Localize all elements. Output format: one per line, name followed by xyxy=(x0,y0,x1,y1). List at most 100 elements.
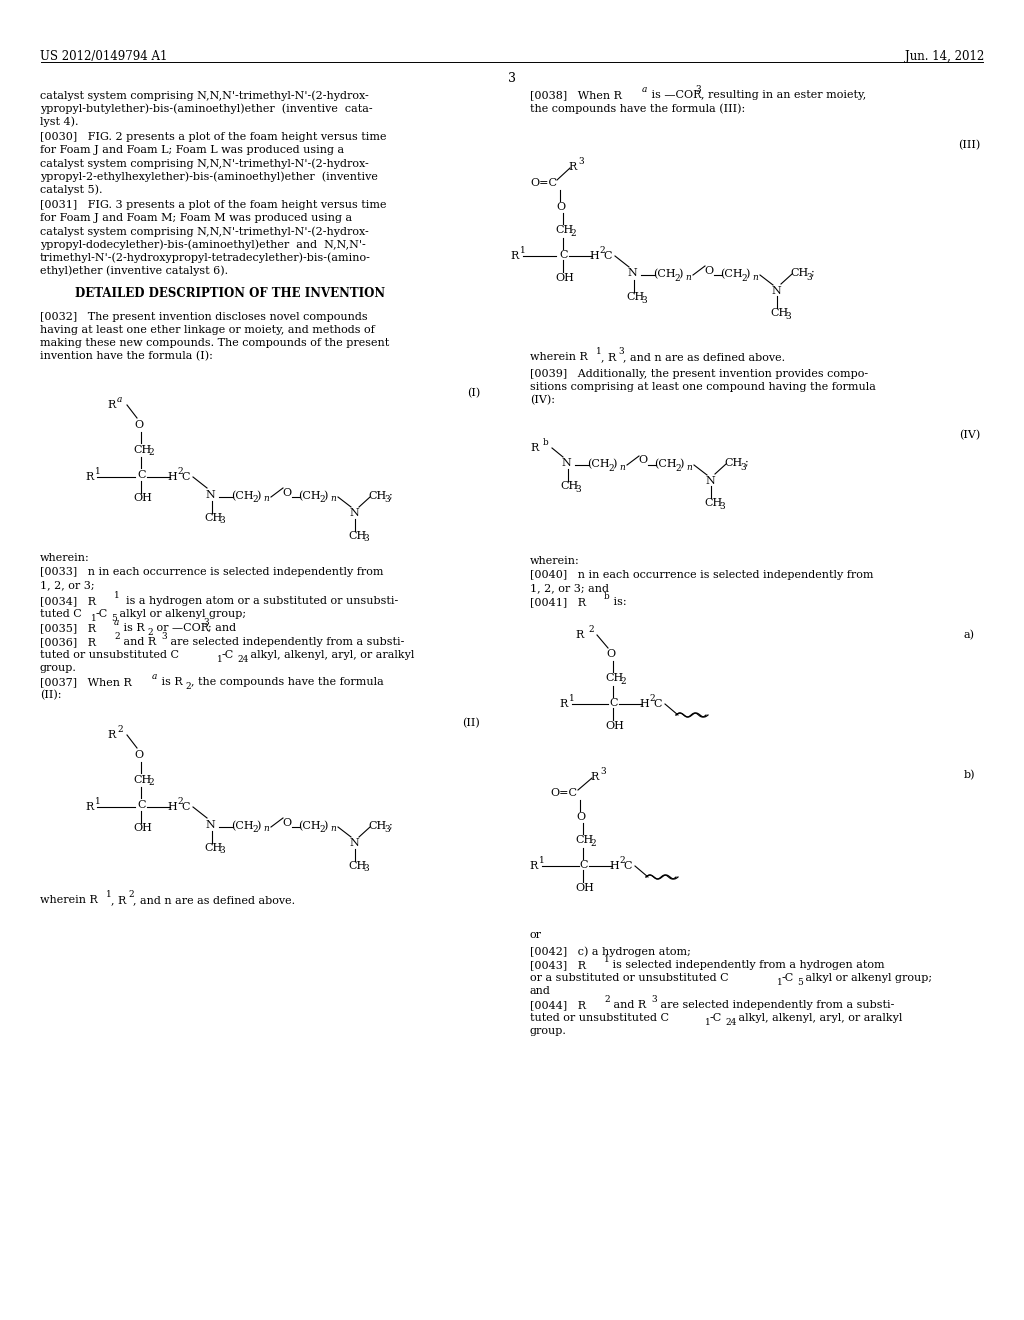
Text: [0031]   FIG. 3 presents a plot of the foam height versus time: [0031] FIG. 3 presents a plot of the foa… xyxy=(40,201,386,210)
Text: 2: 2 xyxy=(608,465,613,473)
Text: 1: 1 xyxy=(95,797,100,807)
Text: alkyl, alkenyl, aryl, or aralkyl: alkyl, alkenyl, aryl, or aralkyl xyxy=(735,1012,902,1023)
Text: CH: CH xyxy=(560,480,579,491)
Text: 2: 2 xyxy=(128,890,133,899)
Text: [0042]   c) a hydrogen atom;: [0042] c) a hydrogen atom; xyxy=(530,946,691,957)
Text: alkyl, alkenyl, aryl, or aralkyl: alkyl, alkenyl, aryl, or aralkyl xyxy=(247,649,415,660)
Text: CH: CH xyxy=(348,531,367,541)
Text: catalyst system comprising N,N,N'-trimethyl-N'-(2-hydrox-: catalyst system comprising N,N,N'-trimet… xyxy=(40,226,369,236)
Text: O=C: O=C xyxy=(550,788,577,799)
Text: catalyst system comprising N,N,N'-trimethyl-N'-(2-hydrox-: catalyst system comprising N,N,N'-trimet… xyxy=(40,158,369,169)
Text: wherein:: wherein: xyxy=(40,553,90,564)
Text: 5: 5 xyxy=(797,978,803,987)
Text: 2: 2 xyxy=(319,495,325,504)
Text: CH: CH xyxy=(204,843,222,853)
Text: R: R xyxy=(85,803,93,812)
Text: (III): (III) xyxy=(957,140,980,150)
Text: 2: 2 xyxy=(185,682,190,690)
Text: for Foam J and Foam M; Foam M was produced using a: for Foam J and Foam M; Foam M was produc… xyxy=(40,213,352,223)
Text: O=C: O=C xyxy=(530,178,557,187)
Text: 24: 24 xyxy=(237,655,249,664)
Text: making these new compounds. The compounds of the present: making these new compounds. The compound… xyxy=(40,338,389,348)
Text: -C: -C xyxy=(96,609,109,619)
Text: (IV): (IV) xyxy=(958,430,980,441)
Text: wherein R: wherein R xyxy=(40,895,97,906)
Text: sitions comprising at least one compound having the formula: sitions comprising at least one compound… xyxy=(530,381,876,392)
Text: 2: 2 xyxy=(675,465,681,473)
Text: 3: 3 xyxy=(651,995,656,1005)
Text: 2: 2 xyxy=(177,467,182,477)
Text: , R: , R xyxy=(601,352,616,362)
Text: CH: CH xyxy=(348,861,367,871)
Text: CH: CH xyxy=(705,498,722,508)
Text: 2: 2 xyxy=(252,495,258,504)
Text: 3: 3 xyxy=(618,347,624,356)
Text: ethyl)ether (inventive catalyst 6).: ethyl)ether (inventive catalyst 6). xyxy=(40,265,228,276)
Text: 5: 5 xyxy=(111,614,117,623)
Text: C: C xyxy=(137,800,145,810)
Text: b): b) xyxy=(964,770,975,780)
Text: (CH: (CH xyxy=(653,269,676,280)
Text: 1: 1 xyxy=(91,614,96,623)
Text: R: R xyxy=(510,251,518,261)
Text: R: R xyxy=(568,162,577,172)
Text: ): ) xyxy=(256,821,260,832)
Text: R: R xyxy=(106,400,116,411)
Text: 3: 3 xyxy=(219,516,224,525)
Text: R: R xyxy=(590,772,598,781)
Text: 3: 3 xyxy=(384,495,389,504)
Text: or —COR: or —COR xyxy=(153,623,209,634)
Text: wherein R: wherein R xyxy=(530,352,588,362)
Text: O: O xyxy=(282,488,291,498)
Text: N: N xyxy=(205,490,215,500)
Text: 3: 3 xyxy=(362,535,369,543)
Text: R: R xyxy=(106,730,116,741)
Text: invention have the formula (I):: invention have the formula (I): xyxy=(40,351,213,362)
Text: n: n xyxy=(263,494,268,503)
Text: and: and xyxy=(530,986,551,997)
Text: 3: 3 xyxy=(695,84,700,94)
Text: R: R xyxy=(85,473,93,482)
Text: ;: ; xyxy=(389,491,393,502)
Text: alkyl or alkenyl group;: alkyl or alkenyl group; xyxy=(116,609,246,619)
Text: CH: CH xyxy=(790,268,808,279)
Text: H: H xyxy=(589,251,599,261)
Text: catalyst 5).: catalyst 5). xyxy=(40,183,102,194)
Text: , R: , R xyxy=(111,895,126,906)
Text: 3: 3 xyxy=(384,825,389,834)
Text: group.: group. xyxy=(40,663,77,673)
Text: N: N xyxy=(349,508,358,517)
Text: H: H xyxy=(609,861,618,871)
Text: C: C xyxy=(653,700,662,709)
Text: 1: 1 xyxy=(106,890,112,899)
Text: and R: and R xyxy=(610,1001,646,1010)
Text: is R: is R xyxy=(120,623,144,634)
Text: (CH: (CH xyxy=(231,821,254,832)
Text: 2: 2 xyxy=(147,628,153,638)
Text: [0034]   R: [0034] R xyxy=(40,597,96,606)
Text: 2: 2 xyxy=(570,228,575,238)
Text: OH: OH xyxy=(575,883,594,894)
Text: CH: CH xyxy=(626,292,644,302)
Text: group.: group. xyxy=(530,1026,567,1036)
Text: (II):: (II): xyxy=(40,690,61,701)
Text: ): ) xyxy=(745,269,750,280)
Text: O: O xyxy=(134,750,143,760)
Text: 1: 1 xyxy=(95,467,100,477)
Text: O: O xyxy=(575,812,585,822)
Text: n: n xyxy=(618,463,625,473)
Text: N: N xyxy=(205,820,215,830)
Text: 1: 1 xyxy=(604,954,609,964)
Text: -C: -C xyxy=(710,1012,722,1023)
Text: CH: CH xyxy=(133,775,152,785)
Text: C: C xyxy=(623,861,632,871)
Text: CH: CH xyxy=(368,491,386,502)
Text: 3: 3 xyxy=(719,502,725,511)
Text: tuted C: tuted C xyxy=(40,609,82,619)
Text: (CH: (CH xyxy=(298,491,321,502)
Text: 1: 1 xyxy=(705,1018,711,1027)
Text: 2: 2 xyxy=(649,694,654,704)
Text: n: n xyxy=(685,273,691,282)
Text: a: a xyxy=(114,618,120,627)
Text: 3: 3 xyxy=(508,73,516,84)
